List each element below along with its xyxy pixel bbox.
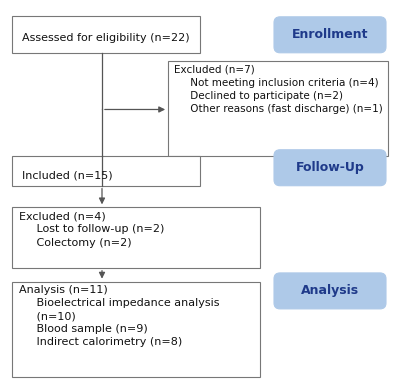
FancyBboxPatch shape — [274, 150, 386, 186]
Text: Enrollment: Enrollment — [292, 28, 368, 41]
Text: Analysis (n=11)
     Bioelectrical impedance analysis
     (n=10)
     Blood sam: Analysis (n=11) Bioelectrical impedance … — [19, 285, 220, 348]
Bar — [168, 61, 388, 156]
FancyBboxPatch shape — [274, 17, 386, 53]
Text: Assessed for eligibility (n=22): Assessed for eligibility (n=22) — [22, 33, 190, 43]
Bar — [12, 282, 260, 377]
Text: Analysis: Analysis — [301, 284, 359, 298]
FancyBboxPatch shape — [274, 273, 386, 309]
Text: Excluded (n=4)
     Lost to follow-up (n=2)
     Colectomy (n=2): Excluded (n=4) Lost to follow-up (n=2) C… — [19, 211, 164, 248]
Bar — [12, 207, 260, 268]
Text: Follow-Up: Follow-Up — [296, 161, 364, 174]
Bar — [12, 156, 200, 186]
Bar — [12, 16, 200, 53]
Text: Included (n=15): Included (n=15) — [22, 170, 113, 180]
Text: Excluded (n=7)
     Not meeting inclusion criteria (n=4)
     Declined to partic: Excluded (n=7) Not meeting inclusion cri… — [174, 65, 383, 114]
